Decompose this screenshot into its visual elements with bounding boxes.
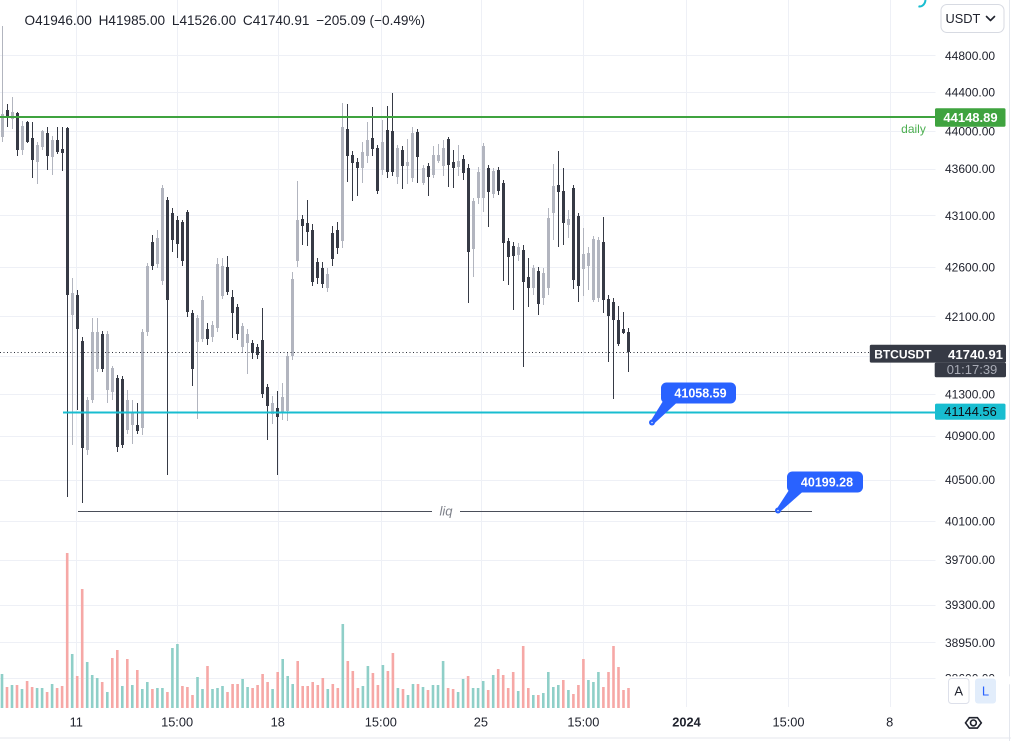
svg-text:38950.00: 38950.00 bbox=[945, 636, 995, 650]
svg-text:A: A bbox=[954, 684, 963, 699]
svg-text:44400.00: 44400.00 bbox=[945, 86, 995, 100]
svg-text:44148.89: 44148.89 bbox=[943, 110, 997, 125]
svg-text:11: 11 bbox=[70, 715, 83, 730]
svg-text:15:00: 15:00 bbox=[772, 715, 804, 730]
svg-text:15:00: 15:00 bbox=[365, 715, 397, 730]
svg-text:41740.91: 41740.91 bbox=[948, 347, 1003, 362]
svg-text:40199.28: 40199.28 bbox=[801, 475, 853, 489]
svg-text:40900.00: 40900.00 bbox=[945, 429, 995, 443]
svg-text:41144.56: 41144.56 bbox=[944, 404, 996, 419]
svg-text:43100.00: 43100.00 bbox=[945, 209, 995, 223]
svg-text:39700.00: 39700.00 bbox=[945, 553, 995, 567]
svg-text:O41946.00 H41985.00 L41526.00: O41946.00 H41985.00 L41526.00 C41740.91 … bbox=[25, 13, 426, 28]
svg-text:43600.00: 43600.00 bbox=[945, 162, 995, 176]
svg-text:44000.00: 44000.00 bbox=[945, 125, 995, 139]
svg-text:BTCUSDT: BTCUSDT bbox=[874, 347, 932, 361]
svg-text:daily: daily bbox=[901, 122, 926, 136]
svg-text:41058.59: 41058.59 bbox=[674, 386, 726, 400]
svg-text:L: L bbox=[982, 684, 989, 699]
svg-text:8: 8 bbox=[886, 715, 893, 730]
svg-text:15:00: 15:00 bbox=[567, 715, 599, 730]
svg-text:42600.00: 42600.00 bbox=[945, 260, 995, 274]
svg-text:41300.00: 41300.00 bbox=[945, 388, 995, 402]
svg-text:liq: liq bbox=[439, 504, 453, 519]
svg-text:15:00: 15:00 bbox=[161, 715, 193, 730]
svg-text:2024: 2024 bbox=[672, 715, 701, 730]
svg-text:18: 18 bbox=[271, 715, 285, 730]
svg-text:40100.00: 40100.00 bbox=[945, 514, 995, 528]
svg-text:42100.00: 42100.00 bbox=[945, 310, 995, 324]
svg-text:01:17:39: 01:17:39 bbox=[947, 362, 998, 377]
svg-text:40500.00: 40500.00 bbox=[945, 473, 995, 487]
svg-text:39300.00: 39300.00 bbox=[945, 598, 995, 612]
svg-text:USDT: USDT bbox=[946, 11, 981, 26]
svg-text:44800.00: 44800.00 bbox=[945, 49, 995, 63]
svg-text:25: 25 bbox=[474, 715, 488, 730]
